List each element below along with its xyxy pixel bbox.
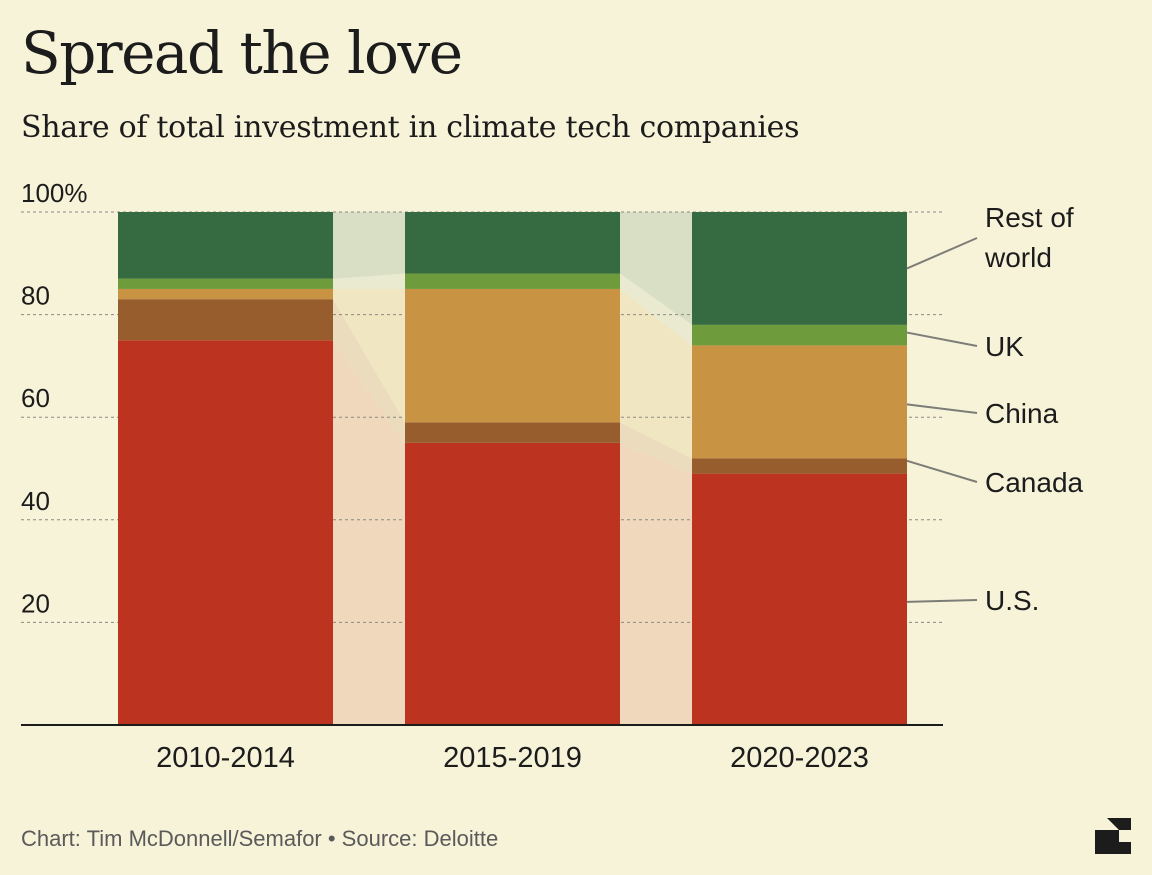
series-label-u-s-: U.S.	[985, 585, 1039, 616]
connector-u-s--1	[620, 442, 692, 725]
bar-u-s--2020-2023	[692, 473, 907, 725]
bar-canada-2010-2014	[118, 299, 333, 341]
bar-rest-of-world-2020-2023	[692, 212, 907, 325]
semafor-logo-icon	[1095, 818, 1131, 854]
bar-u-s--2010-2014	[118, 340, 333, 725]
connector-rest-of-world-1	[620, 212, 692, 325]
chart-subtitle: Share of total investment in climate tec…	[21, 110, 800, 145]
connector-u-s--0	[333, 340, 405, 725]
series-label-uk: UK	[985, 331, 1024, 362]
bar-uk-2010-2014	[118, 278, 333, 289]
series-label-rest-of-world-line-1: world	[984, 242, 1052, 273]
bar-china-2020-2023	[692, 345, 907, 459]
y-tick-label-100: 100%	[21, 178, 88, 208]
chart-credit: Chart: Tim McDonnell/Semafor • Source: D…	[21, 826, 499, 851]
bar-rest-of-world-2015-2019	[405, 212, 620, 274]
label-leader-canada	[906, 459, 978, 483]
label-leader-u-s-	[906, 599, 978, 603]
bar-china-2010-2014	[118, 288, 333, 300]
series-label-rest-of-world-line-0: Rest of	[985, 202, 1074, 233]
connector-uk-1	[620, 273, 692, 346]
connector-china-0	[333, 288, 405, 423]
connector-china-1	[620, 288, 692, 459]
connector-rest-of-world-0	[333, 212, 405, 279]
chart-title: Spread the love	[21, 19, 463, 87]
bar-uk-2020-2023	[692, 324, 907, 346]
bar-rest-of-world-2010-2014	[118, 212, 333, 279]
x-tick-label-2010-2014: 2010-2014	[156, 742, 295, 774]
y-tick-label-40: 40	[21, 486, 50, 516]
x-tick-label-2015-2019: 2015-2019	[443, 742, 582, 774]
x-tick-label-2020-2023: 2020-2023	[730, 742, 869, 774]
y-tick-label-20: 20	[21, 588, 50, 618]
label-leader-china	[906, 403, 978, 414]
label-leader-uk	[906, 331, 978, 347]
label-leader-rest-of-world	[906, 237, 978, 270]
bar-canada-2015-2019	[405, 422, 620, 443]
y-tick-label-60: 60	[21, 383, 50, 413]
connector-canada-1	[620, 422, 692, 474]
y-tick-label-80: 80	[21, 281, 50, 311]
series-label-china: China	[985, 398, 1059, 429]
bar-uk-2015-2019	[405, 273, 620, 289]
bar-u-s--2015-2019	[405, 442, 620, 725]
connector-canada-0	[333, 299, 405, 443]
bar-canada-2020-2023	[692, 458, 907, 474]
series-label-canada: Canada	[985, 467, 1084, 498]
bar-china-2015-2019	[405, 288, 620, 423]
